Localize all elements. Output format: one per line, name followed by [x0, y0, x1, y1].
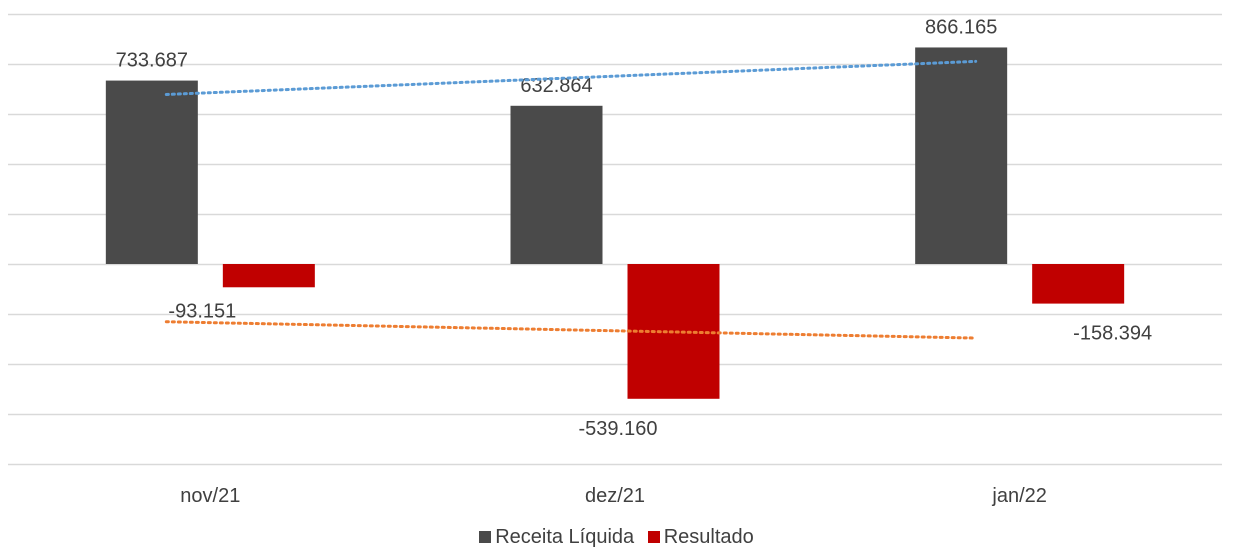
data-label-receita: 866.165 — [925, 16, 997, 38]
legend-swatch-resultado — [648, 531, 660, 543]
bar-receita — [915, 47, 1007, 264]
data-label-resultado: -158.394 — [1073, 323, 1152, 345]
legend-label-receita: Receita Líquida — [495, 526, 634, 548]
x-tick-label: dez/21 — [585, 485, 645, 507]
bar-resultado — [1032, 264, 1124, 304]
legend: Receita Líquida Resultado — [0, 526, 1233, 549]
bar-receita — [106, 81, 198, 264]
trendline-resultado — [166, 322, 975, 338]
bar-resultado — [223, 264, 315, 287]
x-tick-label: jan/22 — [991, 485, 1047, 507]
legend-item-receita: Receita Líquida — [479, 526, 634, 549]
data-label-resultado: -93.151 — [168, 300, 236, 322]
legend-label-resultado: Resultado — [664, 526, 754, 548]
x-tick-label: nov/21 — [180, 485, 240, 507]
data-label-receita: 733.687 — [116, 50, 188, 72]
legend-swatch-receita — [479, 531, 491, 543]
legend-item-resultado: Resultado — [648, 526, 754, 549]
data-label-resultado: -539.160 — [579, 418, 658, 440]
bar-receita — [511, 106, 603, 264]
